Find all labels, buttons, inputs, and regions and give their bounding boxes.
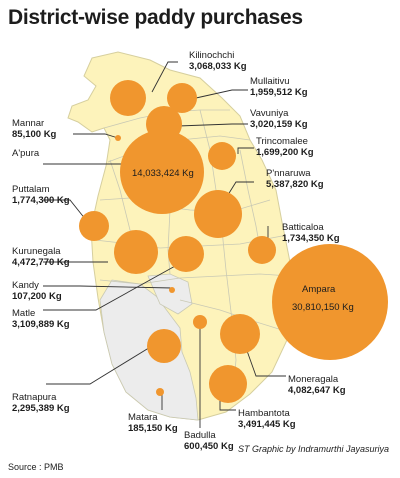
bubble-mannar (115, 135, 121, 141)
district-name: Matle (12, 308, 36, 319)
source-note: Source : PMB (8, 462, 64, 472)
district-value: 185,150 Kg (128, 423, 178, 434)
district-value: 1,734,350 Kg (282, 233, 340, 244)
district-value: 1,959,512 Kg (250, 87, 308, 98)
bubbles (79, 80, 388, 403)
district-value: 4,082,647 Kg (288, 385, 346, 396)
district-name: Batticaloa (282, 222, 324, 233)
bubble-matara (156, 388, 164, 396)
district-name: Kilinochchi (189, 50, 235, 61)
district-name: Moneragala (288, 374, 339, 385)
label-kilinochchi: Kilinochchi 3,068,033 Kg (189, 50, 247, 72)
bubble-batticaloa (248, 236, 276, 264)
label-matara: Matara 185,150 Kg (128, 412, 178, 434)
label-apura: A'pura (12, 148, 39, 159)
district-name: Mullaitivu (250, 76, 290, 87)
district-name: Badulla (184, 430, 216, 441)
label-ampara-name: Ampara (302, 284, 336, 295)
district-value: 1,699,200 Kg (256, 147, 314, 158)
label-kandy: Kandy 107,200 Kg (12, 280, 62, 302)
district-value: 1,774,300 Kg (12, 195, 70, 206)
district-name: Puttalam (12, 184, 50, 195)
district-value: 600,450 Kg (184, 441, 234, 452)
label-puttalam: Puttalam 1,774,300 Kg (12, 184, 70, 206)
district-value: 5,387,820 Kg (266, 179, 324, 190)
district-value: 2,295,389 Kg (12, 403, 70, 414)
value-ampara: 30,810,150 Kg (292, 302, 354, 313)
label-hambantota: Hambantota 3,491,445 Kg (238, 408, 296, 430)
value-apura: 14,033,424 Kg (132, 168, 194, 179)
district-name: P'nnaruwa (266, 168, 311, 179)
bubble-ratnapura (147, 329, 181, 363)
label-trincomalee: Trincomalee 1,699,200 Kg (256, 136, 314, 158)
district-name: Ratnapura (12, 392, 57, 403)
bubble-ampara (272, 244, 388, 360)
label-moneragala: Moneragala 4,082,647 Kg (288, 374, 346, 396)
district-name: Kurunegala (12, 246, 61, 257)
label-mullaitivu: Mullaitivu 1,959,512 Kg (250, 76, 308, 98)
label-kurunegala: Kurunegala 4,472,770 Kg (12, 246, 70, 268)
leader-lines (43, 61, 286, 428)
bubble-puttalam (79, 211, 109, 241)
label-matle: Matle 3,109,889 Kg (12, 308, 70, 330)
bubble-kandy (169, 287, 175, 293)
bubble-badulla (193, 315, 207, 329)
graphic-credit: ST Graphic by Indramurthi Jayasuriya (238, 444, 390, 454)
bubble-hambantota (209, 365, 247, 403)
district-name: Kandy (12, 280, 39, 291)
district-value: 4,472,770 Kg (12, 257, 70, 268)
bubble-apura (120, 130, 204, 214)
bubble-pnnaruwa (194, 190, 242, 238)
district-name: Vavuniya (250, 108, 289, 119)
district-name: A'pura (12, 148, 40, 159)
district-value: 3,020,159 Kg (250, 119, 308, 130)
label-batticaloa: Batticaloa 1,734,350 Kg (282, 222, 340, 244)
district-name: Mannar (12, 118, 45, 129)
label-vavuniya: Vavuniya 3,020,159 Kg (250, 108, 308, 130)
bubble-trincomalee (208, 142, 236, 170)
district-value: 3,068,033 Kg (189, 61, 247, 72)
district-value: 3,109,889 Kg (12, 319, 70, 330)
label-badulla: Badulla 600,450 Kg (184, 430, 234, 452)
bubble-mullaitivu (167, 83, 197, 113)
district-name: Matara (128, 412, 158, 423)
label-ratnapura: Ratnapura 2,295,389 Kg (12, 392, 70, 414)
bubble-kilinochchi (110, 80, 146, 116)
bubble-matle (168, 236, 204, 272)
district-value: 3,491,445 Kg (238, 419, 296, 430)
label-pnnaruwa: P'nnaruwa 5,387,820 Kg (266, 168, 324, 190)
page-title: District-wise paddy purchases (8, 6, 303, 29)
bubble-kurunegala (114, 230, 158, 274)
district-value: 85,100 Kg (12, 129, 57, 140)
bubble-moneragala (220, 314, 260, 354)
bubble-vavuniya (146, 106, 182, 142)
district-value: 107,200 Kg (12, 291, 62, 302)
district-name: Hambantota (238, 408, 290, 419)
label-mannar: Mannar 85,100 Kg (12, 118, 56, 140)
district-name: Trincomalee (256, 136, 308, 147)
